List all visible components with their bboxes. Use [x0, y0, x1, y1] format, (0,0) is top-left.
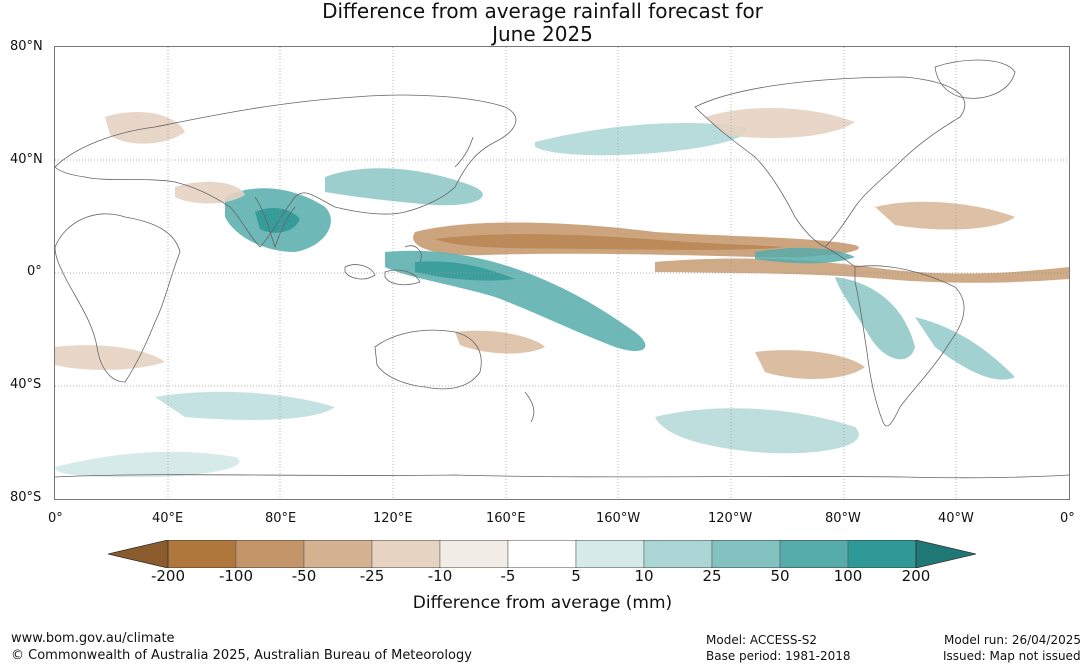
rainfall-map: [54, 46, 1070, 500]
colorbar-tick-label: -25: [359, 567, 385, 585]
footer-base-period: Base period: 1981-2018: [706, 649, 851, 663]
colorbar-tick-label: -10: [427, 567, 453, 585]
title-line-2: June 2025: [492, 22, 593, 46]
lon-label-120w: 120°W: [708, 511, 753, 526]
title-line-1: Difference from average rainfall forecas…: [322, 0, 763, 23]
lat-label-40s: 40°S: [10, 377, 42, 392]
lon-label-0-left: 0°: [48, 511, 63, 526]
colorbar-tick-label: 10: [634, 567, 654, 585]
colorbar-bin: [507, 540, 577, 568]
lat-label-40n: 40°N: [10, 152, 43, 167]
colorbar-tick-label: -5: [500, 567, 516, 585]
colorbar-bins: [108, 540, 976, 568]
colorbar-tick-label: 5: [571, 567, 581, 585]
colorbar-tick-label: 200: [901, 567, 931, 585]
lon-label-120e: 120°E: [373, 511, 413, 526]
colorbar-outline: [167, 540, 917, 568]
rainfall-anomaly-field: [55, 107, 1069, 477]
colorbar-bin: [779, 540, 849, 568]
lon-label-80e: 80°E: [265, 511, 297, 526]
colorbar-bin: [711, 540, 781, 568]
colorbar-extend-low: [108, 540, 169, 568]
lon-label-160w: 160°W: [596, 511, 641, 526]
lon-label-40w: 40°W: [938, 511, 974, 526]
colorbar-tick-label: -50: [291, 567, 317, 585]
colorbar-bin: [371, 540, 441, 568]
map-title: Difference from average rainfall forecas…: [0, 0, 1085, 46]
lon-label-80w: 80°W: [825, 511, 861, 526]
rainfall-map-canvas: [55, 47, 1069, 499]
graticule: [55, 47, 1069, 499]
colorbar-tick-label: -100: [218, 567, 254, 585]
colorbar-tick-label: -200: [150, 567, 186, 585]
colorbar-bin: [303, 540, 373, 568]
footer-url[interactable]: www.bom.gov.au/climate: [11, 631, 175, 646]
colorbar-bin: [235, 540, 305, 568]
lon-label-160e: 160°E: [486, 511, 526, 526]
lat-label-80n: 80°N: [10, 39, 43, 54]
lat-label-equator: 0°: [27, 264, 42, 279]
lon-label-40e: 40°E: [152, 511, 184, 526]
colorbar-title: Difference from average (mm): [412, 593, 673, 613]
footer-model: Model: ACCESS-S2: [706, 633, 818, 647]
colorbar-tick-label: 100: [833, 567, 863, 585]
colorbar-bin: [167, 540, 237, 568]
colorbar-bin: [439, 540, 509, 568]
colorbar-tick-label: 50: [770, 567, 790, 585]
footer-copyright: © Commonwealth of Australia 2025, Austra…: [11, 648, 472, 663]
colorbar-bin: [847, 540, 917, 568]
footer-model-run: Model run: 26/04/2025: [944, 633, 1082, 647]
colorbar-bin: [575, 540, 645, 568]
coastlines: [55, 59, 1069, 479]
colorbar-tick-label: 25: [702, 567, 722, 585]
lon-label-0-right: 0°: [1060, 511, 1075, 526]
lat-label-80s: 80°S: [10, 490, 42, 505]
colorbar-extend-high: [915, 540, 976, 568]
footer-issued: Issued: Map not issued: [943, 649, 1081, 663]
colorbar-bin: [643, 540, 713, 568]
colorbar: [108, 540, 976, 568]
